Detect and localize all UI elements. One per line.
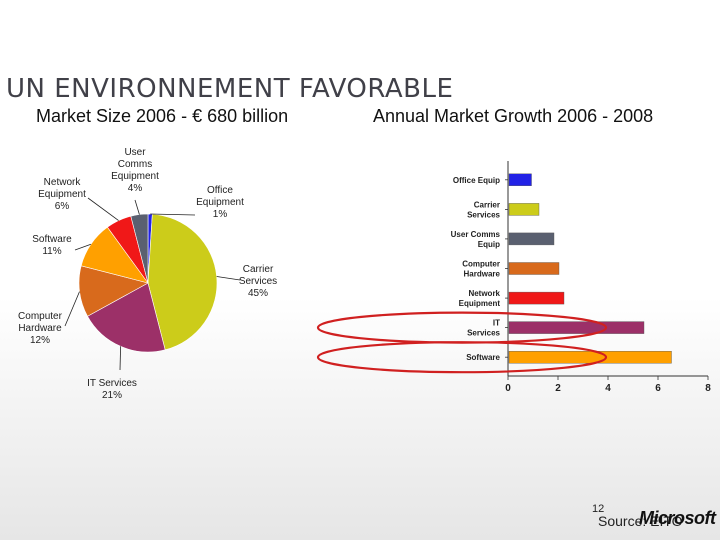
pie-label-computer-hardware: Computer Hardware 12% xyxy=(18,311,63,346)
bar-it-services xyxy=(508,321,645,334)
bar-x-tick-label: 8 xyxy=(705,383,711,394)
bar-user-comms-equip xyxy=(508,232,555,246)
bar-office-equip xyxy=(508,173,532,187)
pie-leader-it-services xyxy=(119,346,121,371)
pie-leader-office-equipment xyxy=(150,213,196,216)
pie-label-network-equipment: Network Equipment 6% xyxy=(38,177,86,212)
highlight-ellipse-software xyxy=(316,341,608,374)
bar-chart-title: Annual Market Growth 2006 - 2008 xyxy=(373,106,654,126)
bar-category-label-computer-hardware: Computer Hardware xyxy=(462,260,500,279)
pie-chart xyxy=(78,213,218,353)
pie-label-carrier-services: Carrier Services 45% xyxy=(239,264,277,299)
bar-x-tick-label: 4 xyxy=(605,383,611,394)
highlight-ellipses xyxy=(316,311,608,374)
pie-labels: Office Equipment 1% Carrier Services 45% IT Se… xyxy=(18,147,277,401)
source-note: Source: EITO xyxy=(598,513,683,529)
bar-x-tick-label: 2 xyxy=(555,383,561,394)
pie-slice-user-comms-equipment xyxy=(130,213,149,284)
pie-label-it-services: IT Services 21% xyxy=(87,378,137,401)
pie-label-office-equipment: Office Equipment 1% xyxy=(196,185,244,220)
pie-label-user-comms-equipment: User Comms Equipment 4% xyxy=(111,147,159,194)
pie-slice-carrier-services xyxy=(147,213,218,351)
bar-network-equipment xyxy=(508,291,565,305)
bar-category-label-network-equipment: Network Equipment xyxy=(459,289,501,308)
bar-computer-hardware xyxy=(508,262,560,275)
pie-label-software: Software 11% xyxy=(32,234,72,257)
bar-category-label-office-equip: Office Equip xyxy=(453,176,500,185)
pie-leader-user-comms-equipment xyxy=(134,199,140,215)
bar-category-label-it-services: IT Services xyxy=(467,319,500,338)
bar-software xyxy=(508,351,672,364)
pie-chart-title: Market Size 2006 - € 680 billion xyxy=(36,106,289,126)
page-number: 12 xyxy=(592,503,605,515)
slide-title: UN ENVIRONNEMENT FAVORABLE xyxy=(6,74,454,104)
pie-leader-carrier-services xyxy=(216,276,241,281)
bar-x-tick-label: 6 xyxy=(655,383,661,394)
microsoft-logo: Microsoft xyxy=(639,508,716,528)
bar-category-label-user-comms-equip: User Comms Equip xyxy=(451,230,501,249)
pie-leader-network-equipment xyxy=(87,197,119,221)
bar-category-label-software: Software xyxy=(466,353,500,362)
bar-x-tick-label: 0 xyxy=(505,383,511,394)
bar-carrier-services xyxy=(508,203,540,216)
bar-chart: Office Equip Carrier Services User Comms Equ… xyxy=(451,161,711,394)
bar-category-label-carrier-services: Carrier Services xyxy=(467,200,500,219)
pie-leader-computer-hardware xyxy=(64,291,80,327)
pie-leader-software xyxy=(74,243,92,251)
